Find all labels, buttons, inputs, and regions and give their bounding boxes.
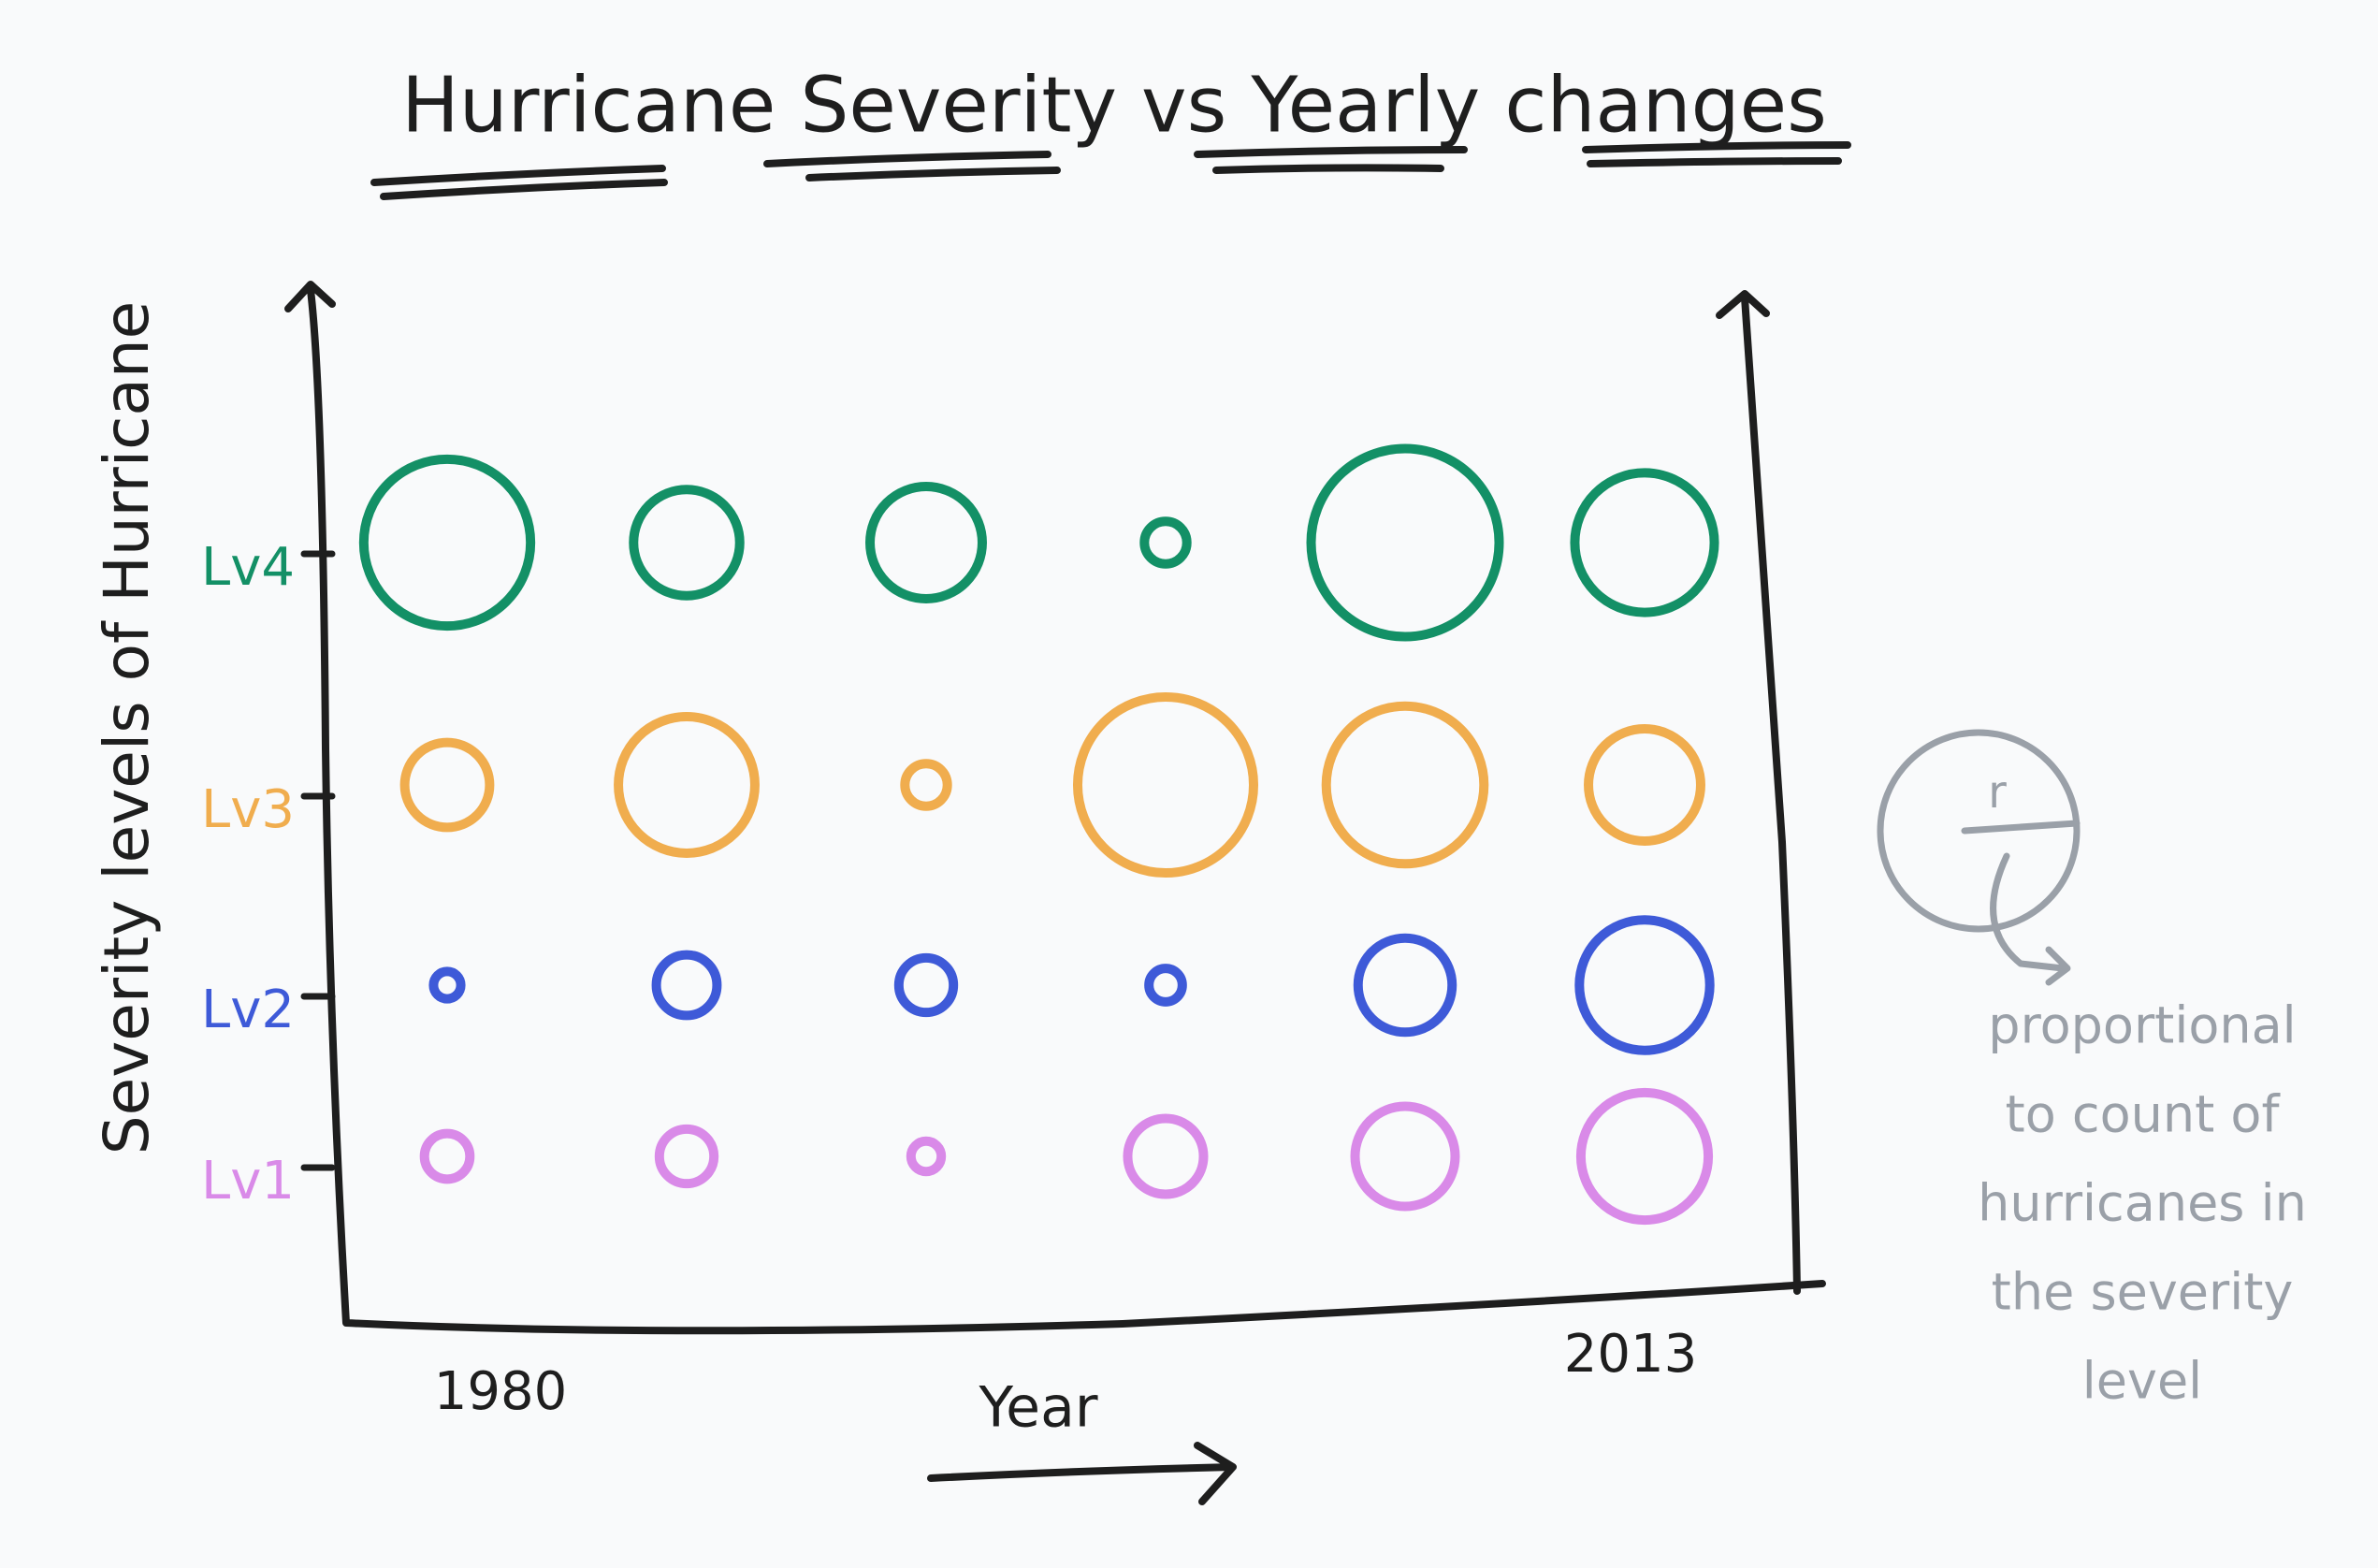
bubble xyxy=(428,966,466,1004)
bubble xyxy=(1072,691,1259,878)
bubble xyxy=(1144,964,1187,1007)
bubble xyxy=(900,759,952,811)
bubble xyxy=(614,712,760,858)
bubble xyxy=(419,1128,475,1184)
legend-pointer xyxy=(1961,820,2081,986)
bubble xyxy=(1350,1101,1460,1212)
legend-text: level xyxy=(2082,1352,2202,1411)
legend-text: the severity xyxy=(1992,1263,2294,1322)
legend-text: hurricanes in xyxy=(1978,1174,2307,1233)
bubble xyxy=(1570,468,1719,617)
y-axis-label: Severity levels of Hurricane xyxy=(91,301,163,1155)
bubble xyxy=(1575,1087,1714,1226)
legend-symbol: r xyxy=(1988,766,2007,819)
bubble xyxy=(1306,443,1504,642)
axes xyxy=(284,281,1826,1335)
y-tick-label: Lv4 xyxy=(201,537,295,598)
legend-text: proportional xyxy=(1988,996,2296,1055)
bubble xyxy=(358,454,536,632)
bubble xyxy=(1123,1113,1209,1199)
bubble xyxy=(1584,724,1705,846)
bubble xyxy=(651,950,722,1021)
bubble xyxy=(1353,933,1457,1038)
x-tick-label: 1980 xyxy=(434,1361,568,1422)
x-arrow xyxy=(927,1442,1237,1505)
legend-text: to count of xyxy=(2006,1085,2282,1144)
bubble xyxy=(399,737,495,833)
y-tick-label: Lv3 xyxy=(201,779,295,840)
legend-circle xyxy=(1877,729,2081,933)
legend: r xyxy=(1877,729,2081,986)
bubble xyxy=(629,485,745,601)
bubble xyxy=(865,482,987,603)
y-tick-label: Lv1 xyxy=(201,1151,295,1212)
x-axis-label: Year xyxy=(978,1375,1097,1441)
chart-title: Hurricane Severity vs Yearly changes xyxy=(401,61,1827,150)
bubble xyxy=(1574,915,1715,1055)
bubble xyxy=(654,1124,719,1189)
bubble xyxy=(906,1136,947,1177)
bubble xyxy=(1139,516,1192,569)
bubble xyxy=(893,952,959,1018)
y-tick-label: Lv2 xyxy=(201,980,295,1040)
bubble xyxy=(1321,701,1489,869)
title-underlines xyxy=(370,141,1851,200)
x-tick-label: 2013 xyxy=(1564,1324,1698,1385)
